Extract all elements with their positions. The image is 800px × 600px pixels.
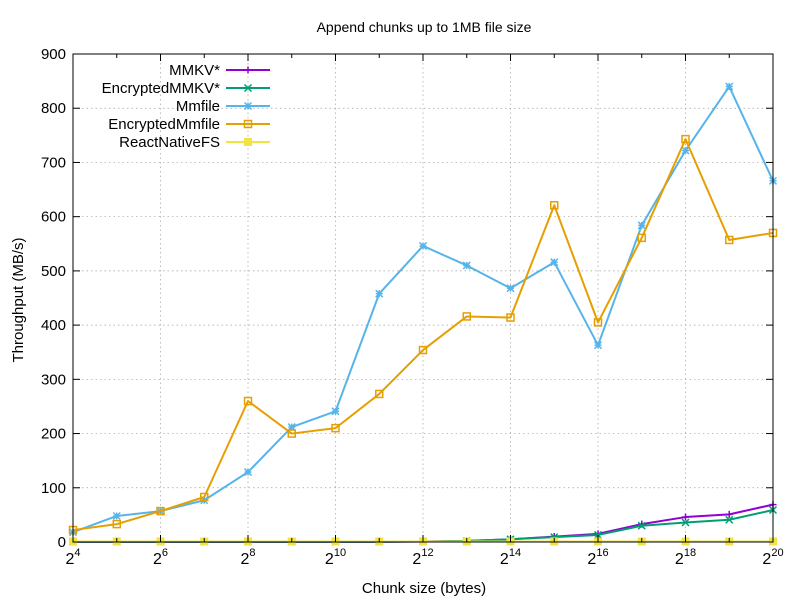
legend-entry: EncryptedMMKV* [102,80,270,97]
data-point [375,389,384,399]
series-layer [68,82,778,546]
data-point [243,83,253,93]
data-point [112,511,121,521]
x-tick-exponent: 4 [74,547,80,559]
x-tick-base: 2 [500,551,509,568]
y-tick-label: 800 [41,100,66,117]
series-3 [68,134,778,535]
x-tick-exponent: 20 [771,547,783,559]
data-point [287,429,296,438]
data-point [331,423,340,433]
y-axis-label: Throughput (MB/s) [10,237,27,362]
y-tick-label: 600 [41,209,66,226]
data-point [331,407,340,416]
y-tick-label: 300 [41,371,66,388]
data-point [681,146,690,155]
x-tick-label: 212 [412,547,433,568]
x-tick-base: 2 [412,551,421,568]
legend-label: ReactNativeFS [119,134,220,151]
y-tick-label: 500 [41,263,66,280]
data-point [462,312,471,321]
data-point [550,258,559,267]
x-tick-base: 2 [762,551,771,568]
data-point [243,396,253,406]
legend-label: EncryptedMmfile [108,116,220,133]
x-tick-label: 218 [675,547,696,568]
data-point [243,468,253,477]
y-tick-label: 100 [41,480,66,497]
chart-title: Append chunks up to 1MB file size [317,19,532,35]
data-point [244,138,252,146]
data-point [200,492,209,502]
x-tick-base: 2 [240,551,249,568]
y-tick-label: 900 [41,46,66,63]
data-point [593,318,603,327]
legend-label: MMKV* [169,62,220,79]
x-tick-base: 2 [675,551,684,568]
data-point [243,101,253,111]
x-tick-exponent: 10 [334,547,346,559]
x-tick-exponent: 6 [162,547,168,559]
legend-entry: MMKV* [169,62,270,79]
y-tick-label: 400 [41,317,66,334]
x-tick-label: 216 [587,547,608,568]
data-point [418,345,428,355]
data-point [244,66,252,74]
data-point [506,284,515,293]
data-point [418,241,428,250]
y-tick-label: 0 [58,534,66,551]
y-tick-label: 700 [41,154,66,171]
data-point [506,313,515,322]
x-tick-label: 210 [325,547,346,568]
series-line [72,138,774,532]
x-axis-label: Chunk size (bytes) [362,580,486,597]
y-tick-label: 200 [41,426,66,443]
data-point [112,519,121,529]
series-2 [68,82,778,537]
x-tick-label: 26 [153,547,168,568]
x-tick-base: 2 [325,551,334,568]
data-point [725,82,734,91]
legend-label: Mmfile [176,98,220,115]
data-point [725,510,733,518]
x-tick-base: 2 [587,551,596,568]
data-point [725,515,734,524]
data-point [637,221,646,230]
x-tick-base: 2 [153,551,162,568]
x-tick-exponent: 14 [509,547,521,559]
data-point [243,119,253,129]
data-point [593,530,603,539]
data-point [725,235,734,245]
legend: MMKV*EncryptedMMKV*MmfileEncryptedMmfile… [102,62,270,151]
data-point [682,513,689,521]
data-point [593,341,603,350]
data-point [681,134,690,144]
x-tick-label: 24 [65,547,80,568]
data-point [637,521,646,530]
data-point [462,261,471,270]
data-point [375,289,384,298]
legend-entry: Mmfile [176,98,270,115]
x-tick-label: 220 [762,547,783,568]
data-point [550,201,559,210]
x-tick-base: 2 [65,551,74,568]
legend-entry: ReactNativeFS [119,134,270,151]
x-tick-exponent: 16 [596,547,608,559]
data-point [156,506,165,516]
x-tick-exponent: 12 [421,547,433,559]
data-point [681,518,690,527]
x-tick-label: 28 [240,547,255,568]
legend-entry: EncryptedMmfile [108,116,270,133]
x-tick-exponent: 18 [684,547,696,559]
x-tick-label: 214 [500,547,521,568]
x-tick-exponent: 8 [249,547,255,559]
legend-label: EncryptedMMKV* [102,80,221,97]
data-point [637,233,646,243]
